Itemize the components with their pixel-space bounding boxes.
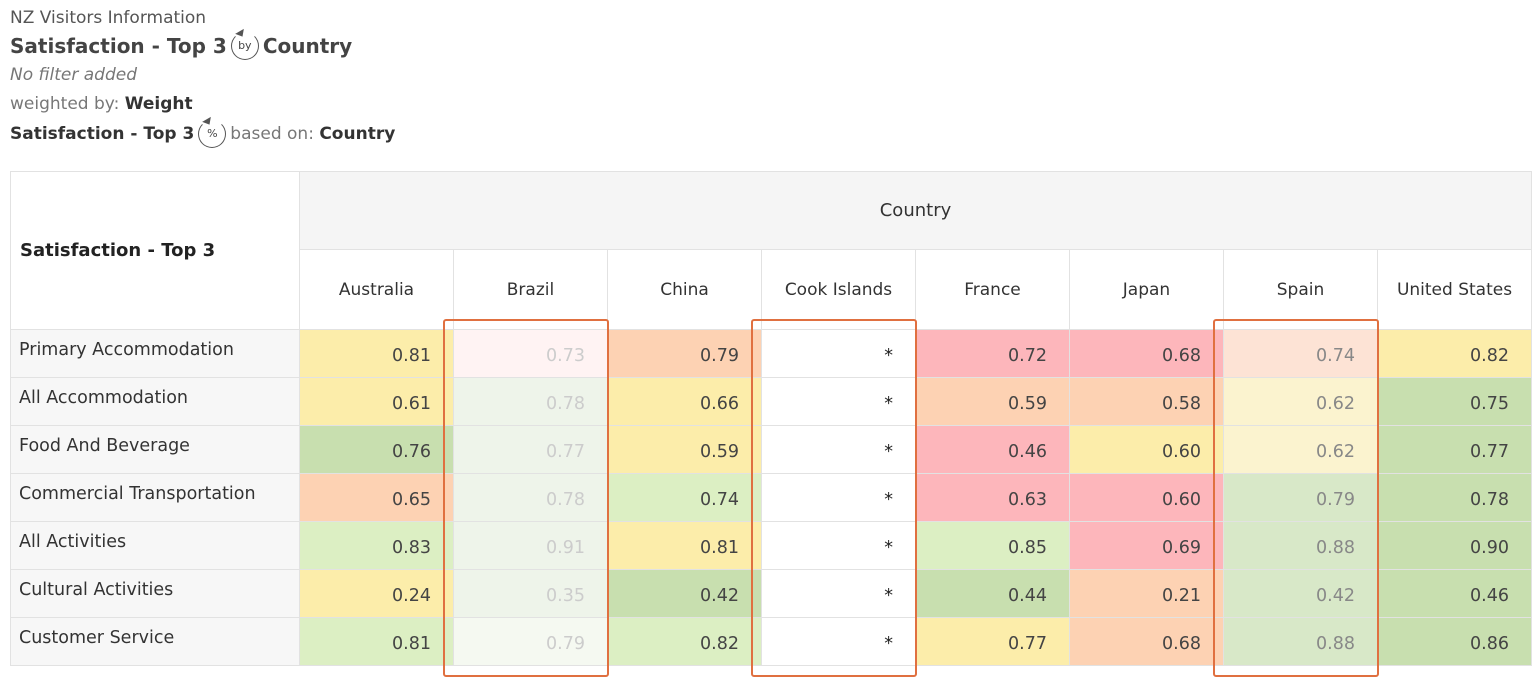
row-label[interactable]: Commercial Transportation bbox=[10, 473, 300, 522]
table-cell[interactable]: 0.77 bbox=[1377, 425, 1532, 474]
dataset-name: NZ Visitors Information bbox=[10, 8, 207, 28]
by-cycle-icon[interactable]: by bbox=[230, 32, 259, 60]
report-header: NZ Visitors Information Satisfaction - T… bbox=[10, 6, 395, 149]
table-cell[interactable]: * bbox=[761, 425, 916, 474]
table-cell[interactable]: 0.82 bbox=[607, 617, 762, 666]
table-cell[interactable]: 0.68 bbox=[1069, 617, 1224, 666]
table-cell[interactable]: * bbox=[761, 377, 916, 426]
table-cell[interactable]: * bbox=[761, 569, 916, 618]
table-cell[interactable]: 0.82 bbox=[1377, 329, 1532, 378]
table-cell[interactable]: 0.65 bbox=[299, 473, 454, 522]
table-cell[interactable]: 0.75 bbox=[1377, 377, 1532, 426]
column-header-china[interactable]: China bbox=[607, 249, 762, 330]
row-label[interactable]: Food And Beverage bbox=[10, 425, 300, 474]
title-row-variable: Satisfaction - Top 3 bbox=[10, 34, 227, 58]
table-cell[interactable]: 0.91 bbox=[453, 521, 608, 570]
table-cell[interactable]: 0.86 bbox=[1377, 617, 1532, 666]
report-title: Satisfaction - Top 3 by Country bbox=[10, 31, 395, 61]
table-row: Food And Beverage 0.76 0.77 0.59 * 0.46 0.60 0.… bbox=[10, 425, 1532, 474]
weighting-info: weighted by: Weight bbox=[10, 89, 395, 119]
table-cell[interactable]: 0.72 bbox=[915, 329, 1070, 378]
table-cell[interactable]: 0.44 bbox=[915, 569, 1070, 618]
row-label[interactable]: Primary Accommodation bbox=[10, 329, 300, 378]
table-cell[interactable]: 0.79 bbox=[1223, 473, 1378, 522]
table-cell[interactable]: 0.79 bbox=[453, 617, 608, 666]
table-cell[interactable]: 0.59 bbox=[915, 377, 1070, 426]
table-cell[interactable]: 0.61 bbox=[299, 377, 454, 426]
table-cell[interactable]: 0.21 bbox=[1069, 569, 1224, 618]
table-cell[interactable]: 0.24 bbox=[299, 569, 454, 618]
table-cell[interactable]: 0.42 bbox=[607, 569, 762, 618]
table-cell[interactable]: 0.77 bbox=[915, 617, 1070, 666]
table-cell[interactable]: 0.42 bbox=[1223, 569, 1378, 618]
percentage-info: Satisfaction - Top 3 % based on: Country bbox=[10, 119, 395, 149]
table-cell[interactable]: 0.83 bbox=[299, 521, 454, 570]
table-cell[interactable]: 0.59 bbox=[607, 425, 762, 474]
table-row: Cultural Activities 0.24 0.35 0.42 * 0.44 0.21… bbox=[10, 569, 1532, 618]
table-cell[interactable]: * bbox=[761, 329, 916, 378]
table-cell[interactable]: 0.46 bbox=[915, 425, 1070, 474]
row-label[interactable]: Customer Service bbox=[10, 617, 300, 666]
table-cell[interactable]: * bbox=[761, 521, 916, 570]
weighted-by-label: weighted by: bbox=[10, 94, 120, 114]
table-cell[interactable]: 0.74 bbox=[607, 473, 762, 522]
table-cell[interactable]: 0.78 bbox=[453, 473, 608, 522]
crosstab-table: Satisfaction - Top 3 Country Australia Br… bbox=[10, 171, 1532, 666]
table-row: Commercial Transportation 0.65 0.78 0.74 * 0.… bbox=[10, 473, 1532, 522]
percent-cycle-icon[interactable]: % bbox=[198, 120, 227, 148]
column-header-brazil[interactable]: Brazil bbox=[453, 249, 608, 330]
table-cell[interactable]: 0.69 bbox=[1069, 521, 1224, 570]
title-column-variable: Country bbox=[262, 34, 353, 58]
table-cell[interactable]: 0.35 bbox=[453, 569, 608, 618]
table-cell[interactable]: 0.77 bbox=[453, 425, 608, 474]
table-row: All Activities 0.83 0.91 0.81 * 0.85 0.69 0.88 0… bbox=[10, 521, 1532, 570]
table-cell[interactable]: 0.78 bbox=[1377, 473, 1532, 522]
pct-variable: Satisfaction - Top 3 bbox=[10, 124, 195, 144]
column-variable-header[interactable]: Country bbox=[299, 171, 1532, 250]
weight-variable: Weight bbox=[124, 94, 193, 114]
table-cell[interactable]: * bbox=[761, 617, 916, 666]
table-cell[interactable]: 0.60 bbox=[1069, 425, 1224, 474]
filter-status: No filter added bbox=[10, 65, 137, 85]
table-cell[interactable]: 0.62 bbox=[1223, 425, 1378, 474]
table-cell[interactable]: 0.60 bbox=[1069, 473, 1224, 522]
table-cell[interactable]: 0.85 bbox=[915, 521, 1070, 570]
table-cell[interactable]: 0.62 bbox=[1223, 377, 1378, 426]
row-variable-header[interactable]: Satisfaction - Top 3 bbox=[10, 171, 300, 330]
column-header-cook-islands[interactable]: Cook Islands bbox=[761, 249, 916, 330]
table-cell[interactable]: 0.90 bbox=[1377, 521, 1532, 570]
table-row: All Accommodation 0.61 0.78 0.66 * 0.59 0.58 0.… bbox=[10, 377, 1532, 426]
row-label[interactable]: Cultural Activities bbox=[10, 569, 300, 618]
table-cell[interactable]: 0.58 bbox=[1069, 377, 1224, 426]
based-on-variable: Country bbox=[319, 124, 396, 144]
column-header-spain[interactable]: Spain bbox=[1223, 249, 1378, 330]
row-label[interactable]: All Accommodation bbox=[10, 377, 300, 426]
row-label[interactable]: All Activities bbox=[10, 521, 300, 570]
table-row: Customer Service 0.81 0.79 0.82 * 0.77 0.68 0.8… bbox=[10, 617, 1532, 666]
table-cell[interactable]: 0.88 bbox=[1223, 617, 1378, 666]
table-row: Primary Accommodation 0.81 0.73 0.79 * 0.72 0.… bbox=[10, 329, 1532, 378]
table-cell[interactable]: 0.81 bbox=[607, 521, 762, 570]
table-cell[interactable]: 0.63 bbox=[915, 473, 1070, 522]
table-cell[interactable]: 0.76 bbox=[299, 425, 454, 474]
table-cell[interactable]: 0.79 bbox=[607, 329, 762, 378]
column-header-australia[interactable]: Australia bbox=[299, 249, 454, 330]
table-cell[interactable]: 0.78 bbox=[453, 377, 608, 426]
table-cell[interactable]: * bbox=[761, 473, 916, 522]
column-header-japan[interactable]: Japan bbox=[1069, 249, 1224, 330]
table-cell[interactable]: 0.46 bbox=[1377, 569, 1532, 618]
table-cell[interactable]: 0.88 bbox=[1223, 521, 1378, 570]
table-cell[interactable]: 0.73 bbox=[453, 329, 608, 378]
table-cell[interactable]: 0.81 bbox=[299, 329, 454, 378]
table-cell[interactable]: 0.68 bbox=[1069, 329, 1224, 378]
table-cell[interactable]: 0.66 bbox=[607, 377, 762, 426]
table-cell[interactable]: 0.81 bbox=[299, 617, 454, 666]
table-cell[interactable]: 0.74 bbox=[1223, 329, 1378, 378]
column-header-france[interactable]: France bbox=[915, 249, 1070, 330]
column-header-united-states[interactable]: United States bbox=[1377, 249, 1532, 330]
based-on-label: based on: bbox=[230, 124, 314, 144]
